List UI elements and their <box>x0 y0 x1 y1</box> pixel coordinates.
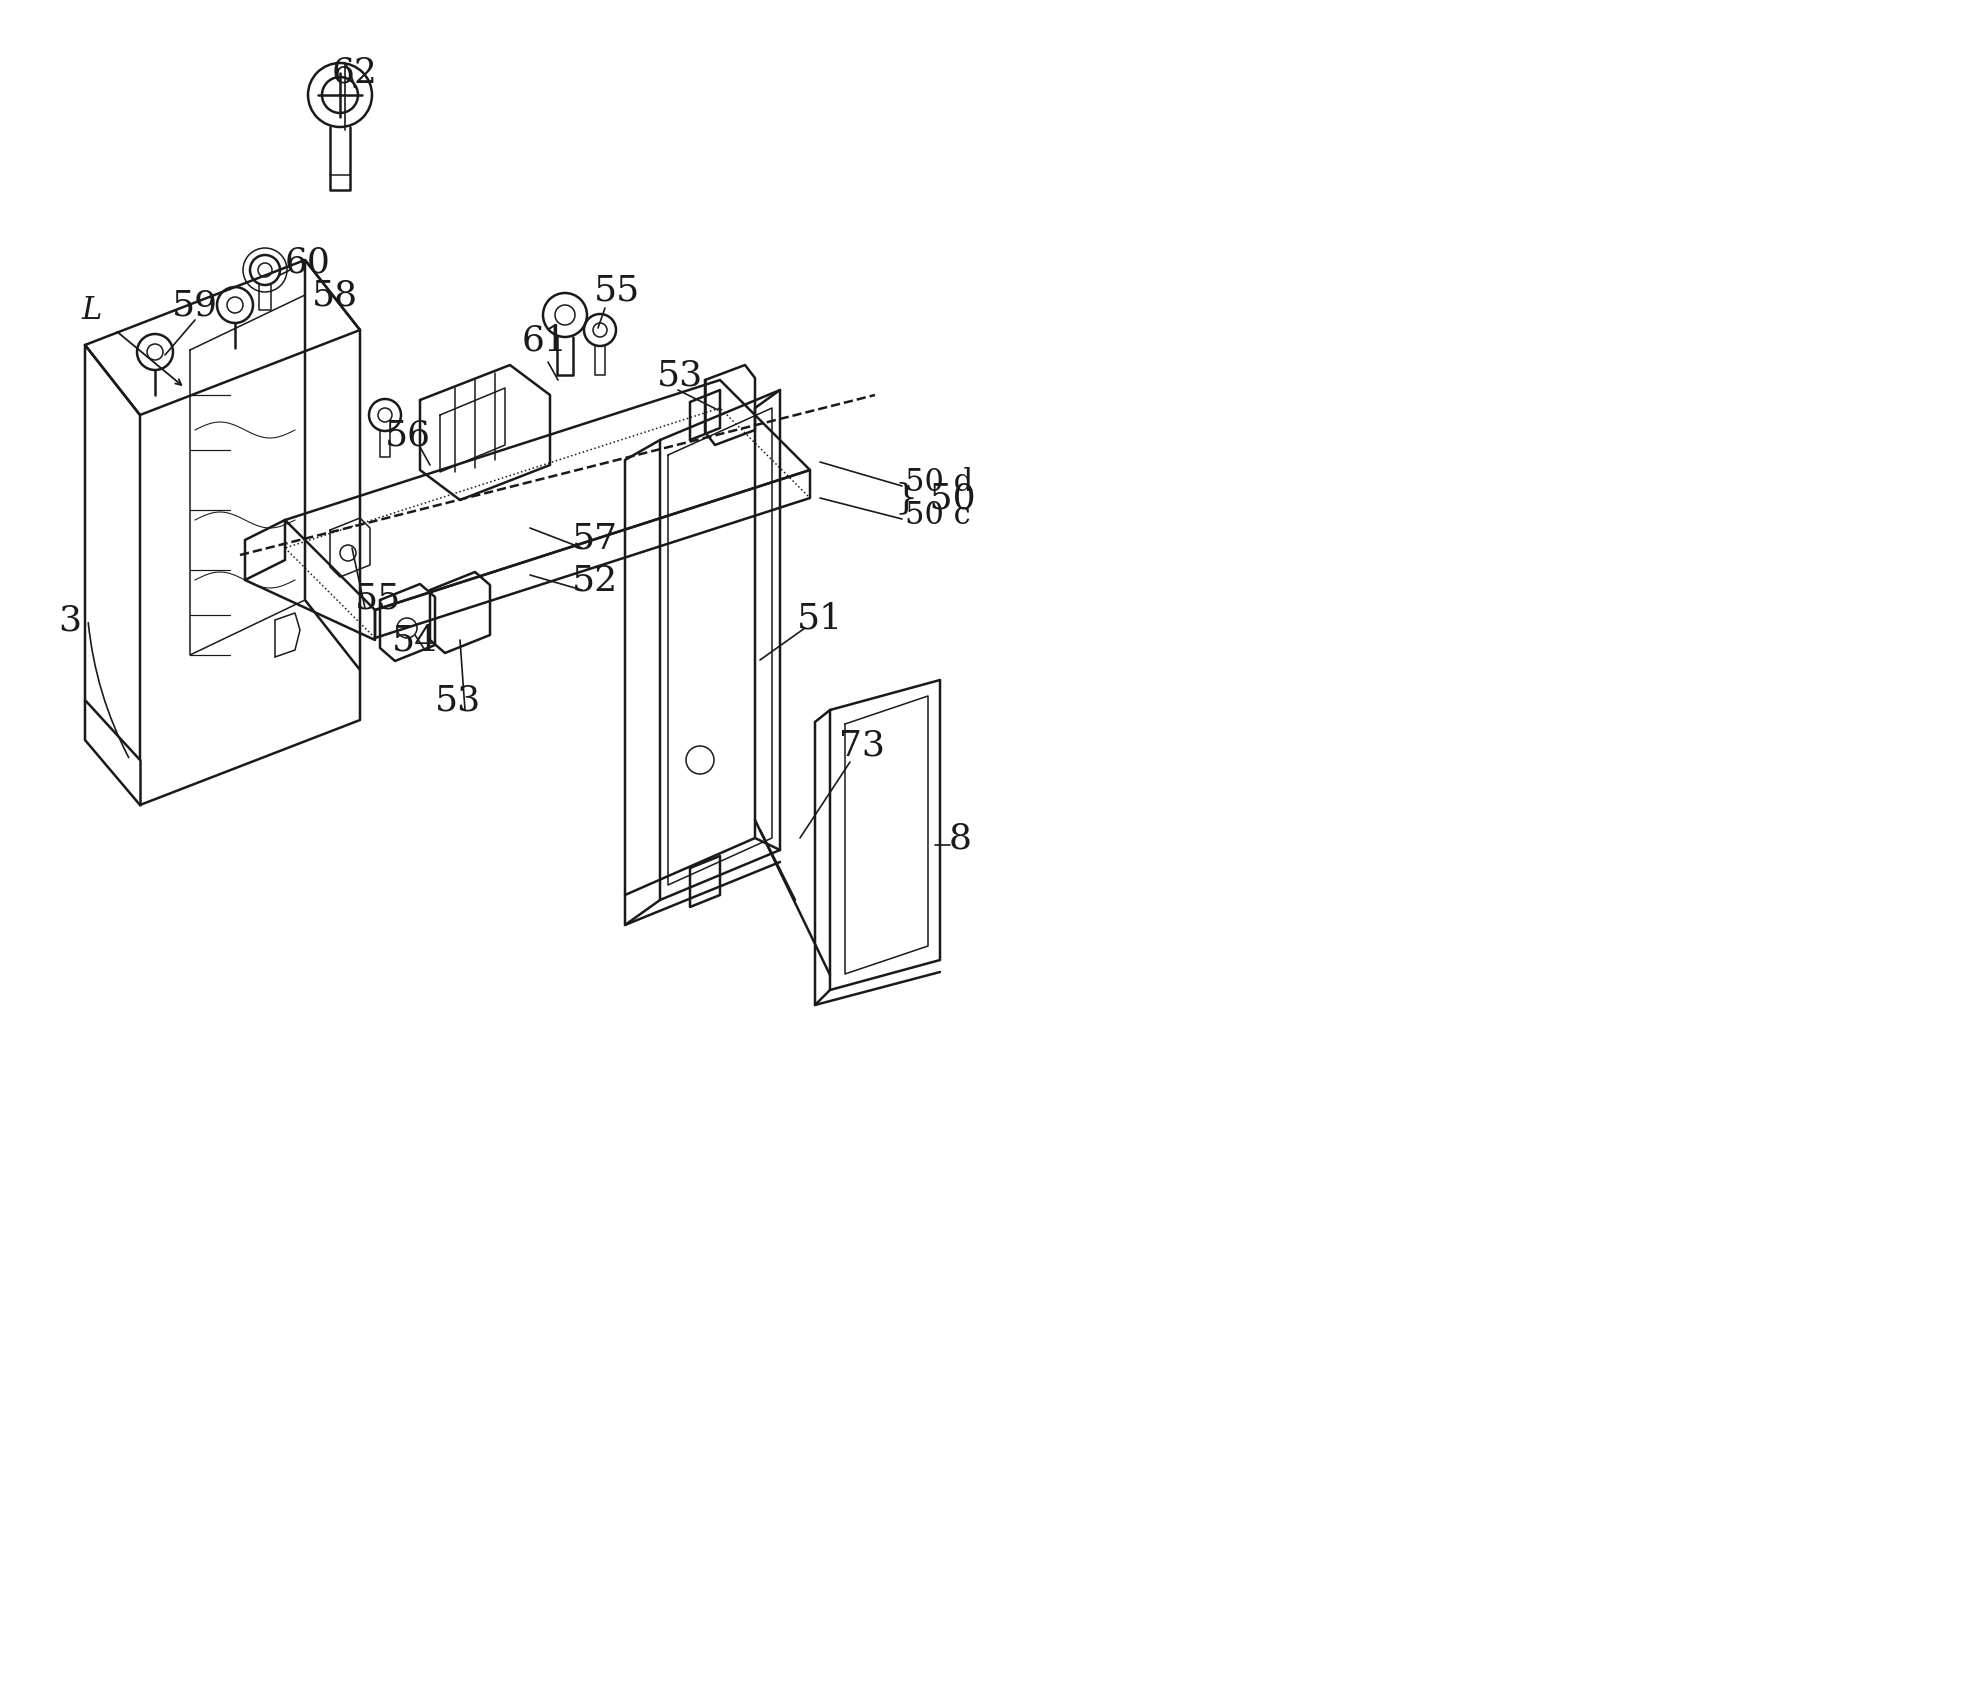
Text: 55: 55 <box>354 580 402 616</box>
Text: } 50: } 50 <box>896 481 975 515</box>
Text: 53: 53 <box>658 358 703 392</box>
Text: L: L <box>83 294 102 326</box>
Text: 51: 51 <box>797 600 843 636</box>
Text: 62: 62 <box>333 56 378 89</box>
Text: 56: 56 <box>386 419 431 452</box>
Text: 50 d: 50 d <box>906 466 973 498</box>
Text: 60: 60 <box>286 246 331 279</box>
Text: 55: 55 <box>595 272 640 308</box>
Text: 8: 8 <box>949 821 971 854</box>
Text: 58: 58 <box>311 278 358 311</box>
Text: 61: 61 <box>522 323 567 357</box>
Text: 73: 73 <box>839 728 884 762</box>
Text: 53: 53 <box>435 683 480 717</box>
Text: 59: 59 <box>171 288 219 321</box>
Text: 3: 3 <box>59 604 81 637</box>
Text: 54: 54 <box>392 622 437 658</box>
Text: 57: 57 <box>573 521 618 555</box>
Text: 50 c: 50 c <box>906 500 971 530</box>
Text: 52: 52 <box>571 563 618 597</box>
